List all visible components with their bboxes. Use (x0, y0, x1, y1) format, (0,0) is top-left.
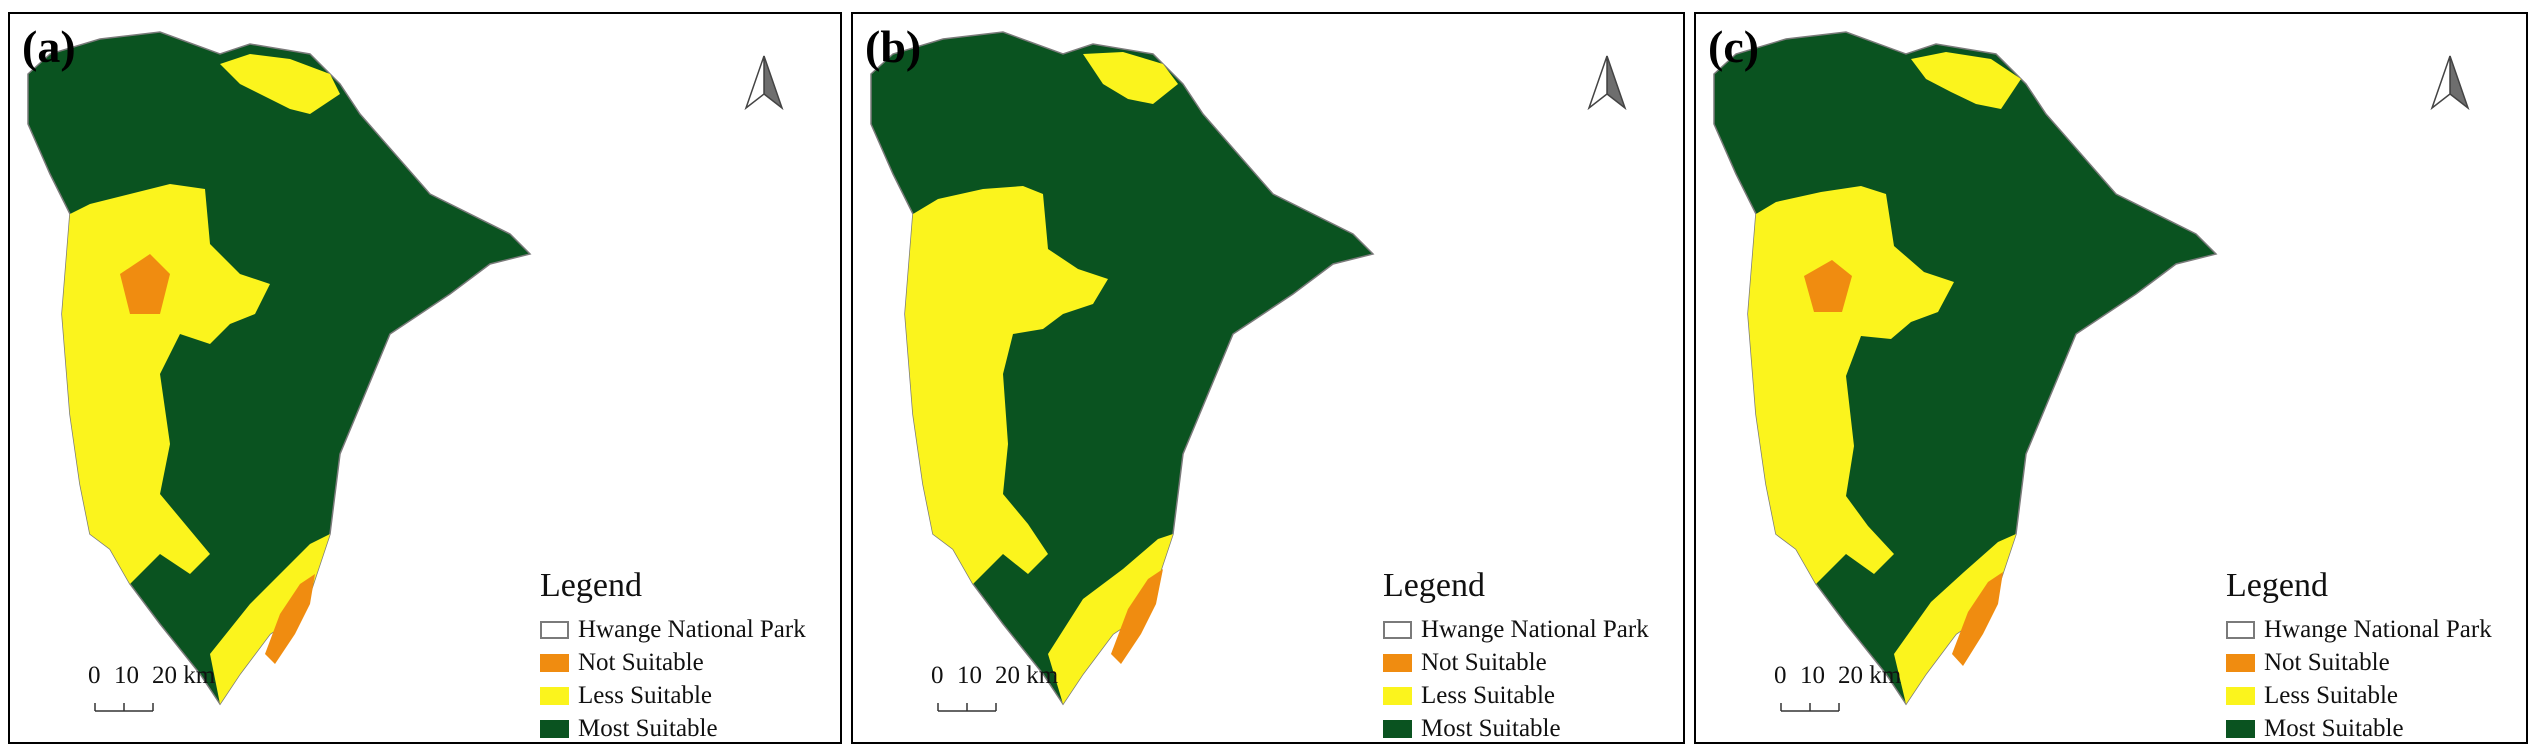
legend: Legend Hwange National Park Not Suitable… (2226, 567, 2526, 745)
scale-tick-0: 0 (1774, 662, 1787, 689)
not-suitable-area-s (1952, 572, 2003, 666)
legend-swatch-most-suitable (1383, 719, 1412, 738)
suitability-map (27, 31, 532, 706)
map-panel-c: (c) Legend Hwange National Park Not Suit… (1694, 12, 2528, 744)
legend-item-park: Hwange National Park (1383, 613, 1683, 646)
scale-tick-20: 20 km (152, 662, 216, 689)
legend-item-most-suitable: Most Suitable (540, 712, 840, 745)
suitability-map (1713, 31, 2218, 706)
not-suitable-area-s (265, 574, 315, 664)
scale-tick-10: 10 (114, 662, 139, 689)
legend-item-park: Hwange National Park (2226, 613, 2526, 646)
suitability-map (870, 31, 1375, 706)
scale-tick-10: 10 (1800, 662, 1825, 689)
legend-swatch-not-suitable (1383, 653, 1412, 672)
scale-bar-line (1780, 703, 1840, 712)
not-suitable-area-w (120, 254, 170, 314)
legend: Legend Hwange National Park Not Suitable… (1383, 567, 1683, 745)
legend-swatch-park (540, 620, 569, 639)
legend-label: Most Suitable (578, 714, 718, 742)
less-suitable-area-ne (1911, 52, 2021, 109)
legend-swatch-most-suitable (2226, 719, 2255, 738)
legend-swatch-not-suitable (2226, 653, 2255, 672)
less-suitable-area-s (1048, 534, 1173, 704)
legend-swatch-park (2226, 620, 2255, 639)
legend: Legend Hwange National Park Not Suitable… (540, 567, 840, 745)
legend-item-less-suitable: Less Suitable (1383, 679, 1683, 712)
scale-bar-line (94, 703, 154, 712)
north-arrow-icon (2430, 55, 2470, 110)
less-suitable-area-sw (905, 186, 1108, 584)
panel-label: (b) (865, 21, 922, 72)
legend-item-most-suitable: Most Suitable (2226, 712, 2526, 745)
scale-tick-20: 20 km (995, 662, 1059, 689)
legend-label: Not Suitable (2264, 648, 2390, 676)
panel-label: (a) (22, 21, 76, 72)
legend-label: Most Suitable (2264, 714, 2404, 742)
panel-label: (c) (1708, 21, 1760, 72)
scale-bar: 0 10 20 km (1774, 662, 1920, 722)
legend-label: Less Suitable (578, 681, 713, 709)
map-panel-a: (a) Legend Hwange National Park Not Suit… (8, 12, 842, 744)
not-suitable-area-s (1111, 569, 1163, 664)
legend-label: Not Suitable (578, 648, 704, 676)
legend-item-most-suitable: Most Suitable (1383, 712, 1683, 745)
scale-tick-20: 20 km (1838, 662, 1902, 689)
less-suitable-area-s (210, 534, 330, 704)
legend-label: Most Suitable (1421, 714, 1561, 742)
less-suitable-area-ne (220, 54, 340, 114)
legend-title: Legend (2226, 567, 2328, 604)
scale-tick-10: 10 (957, 662, 982, 689)
legend-item-park: Hwange National Park (540, 613, 840, 646)
legend-swatch-less-suitable (2226, 686, 2255, 705)
legend-item-not-suitable: Not Suitable (1383, 646, 1683, 679)
legend-swatch-most-suitable (540, 719, 569, 738)
legend-item-not-suitable: Not Suitable (540, 646, 840, 679)
scale-tick-0: 0 (931, 662, 944, 689)
scale-bar: 0 10 20 km (931, 662, 1077, 722)
legend-swatch-park (1383, 620, 1412, 639)
less-suitable-area-s (1894, 534, 2016, 704)
scale-bar: 0 10 20 km (88, 662, 234, 722)
legend-title: Legend (540, 567, 642, 604)
legend-label: Hwange National Park (2264, 615, 2492, 643)
legend-item-not-suitable: Not Suitable (2226, 646, 2526, 679)
legend-item-less-suitable: Less Suitable (2226, 679, 2526, 712)
legend-label: Less Suitable (2264, 681, 2399, 709)
north-arrow-icon (744, 55, 784, 110)
scale-bar-line (937, 703, 997, 712)
legend-swatch-less-suitable (1383, 686, 1412, 705)
legend-label: Not Suitable (1421, 648, 1547, 676)
legend-title: Legend (1383, 567, 1485, 604)
not-suitable-area-w (1804, 260, 1852, 312)
legend-label: Less Suitable (1421, 681, 1556, 709)
north-arrow-icon (1587, 55, 1627, 110)
legend-swatch-less-suitable (540, 686, 569, 705)
legend-label: Hwange National Park (578, 615, 806, 643)
legend-item-less-suitable: Less Suitable (540, 679, 840, 712)
less-suitable-area-sw (1748, 186, 1954, 584)
legend-swatch-not-suitable (540, 653, 569, 672)
less-suitable-area-ne (1083, 52, 1178, 104)
less-suitable-area-sw (62, 184, 270, 584)
legend-label: Hwange National Park (1421, 615, 1649, 643)
scale-tick-0: 0 (88, 662, 101, 689)
map-panel-b: (b) Legend Hwange National Park Not Suit… (851, 12, 1685, 744)
